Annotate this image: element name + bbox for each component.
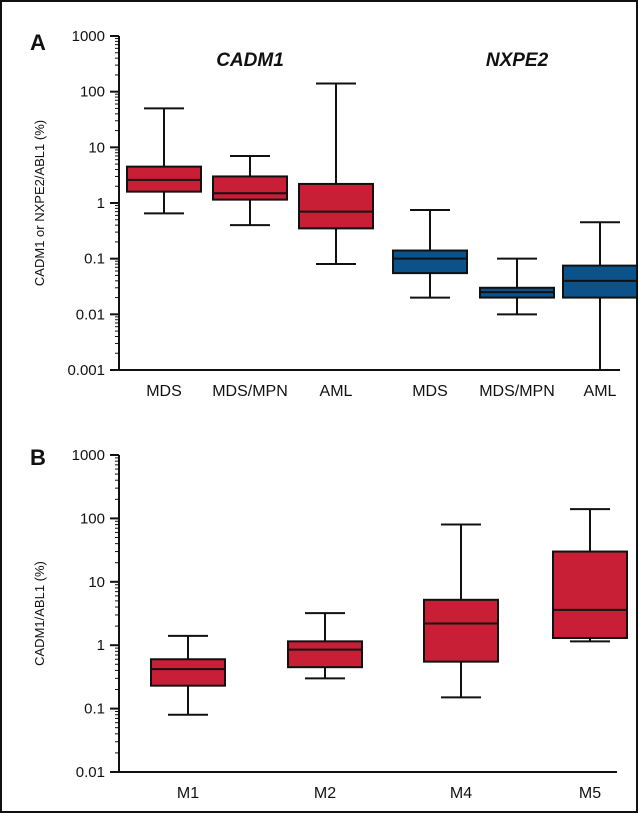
group-title-cadm1: CADM1 (216, 50, 284, 71)
box-m5 (552, 550, 628, 639)
x-category-label: AML (584, 383, 617, 400)
panel-letter-b: B (30, 445, 46, 470)
x-category-label: AML (320, 383, 353, 400)
box-m4 (423, 598, 499, 663)
x-category-label: MDS (146, 383, 182, 400)
box-nxpe2-mds (392, 249, 468, 275)
panel-letter-a: A (30, 30, 46, 55)
y-tick-label: 1000 (72, 447, 105, 464)
box-cadm1-aml (298, 182, 374, 230)
x-category-label: M1 (177, 785, 199, 802)
y-tick-label: 0.1 (84, 701, 105, 718)
x-category-label: M2 (314, 785, 336, 802)
x-category-label: MDS (412, 383, 448, 400)
x-category-label: MDS/MPN (479, 383, 555, 400)
group-title-nxpe2: NXPE2 (486, 50, 549, 71)
box-cadm1-mds-mpn (212, 175, 288, 201)
x-category-label: MDS/MPN (212, 383, 288, 400)
y-tick-label: 0.1 (84, 251, 105, 268)
y-tick-label: 0.001 (67, 362, 105, 379)
box-m1 (150, 658, 226, 687)
y-tick-label: 10 (88, 139, 105, 156)
y-tick-label: 1 (97, 195, 105, 212)
y-tick-label: 100 (80, 84, 105, 101)
y-tick-label: 0.01 (76, 306, 105, 323)
y-tick-label: 1000 (72, 28, 105, 45)
x-category-label: M4 (450, 785, 472, 802)
y-tick-label: 0.01 (76, 764, 105, 781)
y-tick-label: 1 (97, 637, 105, 654)
y-tick-label: 10 (88, 574, 105, 591)
y-tick-label: 100 (80, 510, 105, 527)
box-m2 (287, 640, 363, 669)
y-axis-title: CADM1 or NXPE2/ABL1 (%) (32, 120, 47, 286)
y-axis-title: CADM1/ABL1 (%) (32, 561, 47, 666)
x-category-label: M5 (579, 785, 601, 802)
